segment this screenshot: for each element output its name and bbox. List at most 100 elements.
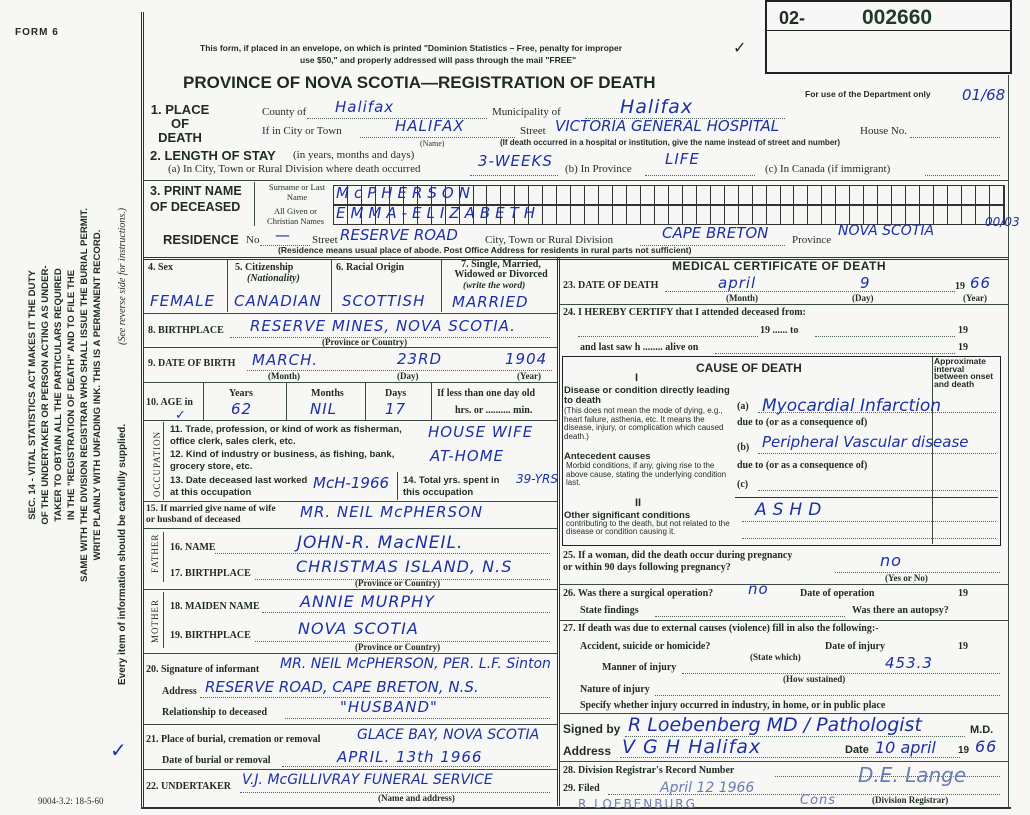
racial-origin-label: 6. Racial Origin <box>336 262 405 273</box>
mother-name-value: ANNIE MURPHY <box>300 592 435 611</box>
stay-city-label: (a) In City, Town or Rural Division wher… <box>168 163 421 175</box>
cause-b-label: (b) <box>737 442 750 453</box>
residence-province-value: NOVA SCOTIA <box>838 223 935 239</box>
autopsy-label: Was there an autopsy? <box>852 605 949 616</box>
burial-place-label: 21. Place of burial, cremation or remova… <box>146 734 321 745</box>
occupation-side-label: OCCUPATION <box>152 430 162 497</box>
age-days-label: Days <box>385 388 407 399</box>
due-to-label-1: due to (or as a consequence of) <box>737 417 868 428</box>
physician-name-stamp: R LOEBENBURG <box>578 797 697 811</box>
residence-code: 00/03 <box>985 215 1020 229</box>
surname-value[interactable]: McPHERSON <box>336 184 475 202</box>
less-than-day-label: If less than one day old <box>437 388 536 399</box>
burial-place-value: GLACE BAY, NOVA SCOTIA <box>357 727 540 743</box>
spouse-value: MR. NEIL McPHERSON <box>300 503 484 521</box>
dod-day: 9 <box>860 274 871 292</box>
injury-year: 19 <box>958 641 968 652</box>
informant-signature: MR. NEIL McPHERSON, PER. L.F. Sinton <box>280 656 551 672</box>
relationship-value: "HUSBAND" <box>340 698 438 716</box>
residence-city-value: CAPE BRETON <box>662 224 769 242</box>
state-which-note: (State which) <box>750 652 801 662</box>
age-months-value: NIL <box>310 400 338 418</box>
accident-label: Accident, suicide or homicide? <box>580 641 711 652</box>
due-to-label-2: due to (or as a consequence of) <box>737 460 868 471</box>
marital-status-value: MARRIED <box>452 293 529 311</box>
part-one-label: I <box>635 372 639 384</box>
cause-a-label: (a) <box>737 401 749 412</box>
residence-label: RESIDENCE <box>163 232 239 247</box>
medical-certificate-title: MEDICAL CERTIFICATE OF DEATH <box>672 259 886 273</box>
informant-address-value: RESERVE ROAD, CAPE BRETON, N.S. <box>205 678 479 696</box>
given-names-value[interactable]: EMMA-ELIZABETH <box>336 204 541 222</box>
manner-label: Manner of injury <box>602 662 677 673</box>
residence-street-value: RESERVE ROAD <box>340 226 458 244</box>
cause-b-value: Peripheral Vascular disease <box>762 433 969 451</box>
filed-date-value: April 12 1966 <box>660 780 755 796</box>
sex-value: FEMALE <box>150 292 216 310</box>
certify-to-year: 19 <box>958 325 968 336</box>
stay-province-label: (b) In Province <box>565 163 632 175</box>
dob-month: MARCH. <box>252 351 319 369</box>
q25-note: (Yes or No) <box>885 573 928 583</box>
marital-note: (write the word) <box>463 281 526 291</box>
dod-month-note: (Month) <box>726 293 758 303</box>
spouse-label: 15. If married give name of wife or husb… <box>146 504 276 525</box>
certify-label: 24. I HEREBY CERTIFY that I attended dec… <box>563 307 806 318</box>
disease-note: (This does not mean the mode of dying, e… <box>564 406 724 441</box>
cause-of-death-title: CAUSE OF DEATH <box>696 361 802 375</box>
age-years-label: Years <box>229 388 253 399</box>
q12-label: 12. Kind of industry or business, as fis… <box>170 449 395 472</box>
stay-note: (in years, months and days) <box>293 149 415 161</box>
mother-birthplace-label: 19. BIRTHPLACE <box>170 630 251 641</box>
findings-label: State findings <box>580 605 639 616</box>
stay-canada-label: (c) In Canada (if immigrant) <box>765 163 891 175</box>
residence-street-label: Street <box>312 234 338 246</box>
house-no-label: House No. <box>860 125 908 137</box>
print-name-label: 3. PRINT NAME OF DECEASED <box>150 184 242 214</box>
antecedent-label: Antecedent causes <box>564 451 651 462</box>
physician-signature: R Loebenberg MD / Pathologist <box>628 714 922 736</box>
undertaker-value: V.J. McGILLIVRAY FUNERAL SERVICE <box>242 772 493 788</box>
antecedent-note: Morbid conditions, if any, giving rise t… <box>566 461 727 487</box>
place-of-death-label: 1. PLACE OF DEATH <box>150 102 210 145</box>
father-birthplace-note: (Province or Country) <box>355 578 441 588</box>
registration-number-box: 02- 002660 <box>765 0 1012 74</box>
part-two-label: II <box>635 497 642 509</box>
operation-year: 19 <box>958 588 968 599</box>
residence-no-label: No <box>246 234 260 246</box>
md-label: M.D. <box>970 724 994 736</box>
citizenship-label: 5. Citizenship <box>235 262 294 273</box>
signature-year: 66 <box>975 737 998 756</box>
act-notice: SEC. 14 - VITAL STATISTICS ACT MAKES IT … <box>26 135 104 655</box>
q12-value: AT-HOME <box>430 447 505 465</box>
residence-no-value: — <box>275 226 291 244</box>
injury-date-label: Date of injury <box>825 641 885 652</box>
father-name-value: JOHN-R. MacNEIL. <box>297 533 464 553</box>
undertaker-note: (Name and address) <box>378 793 455 803</box>
citizenship-value: CANADIAN <box>234 292 322 310</box>
form-number: FORM 6 <box>15 27 59 38</box>
father-birthplace-value: CHRISTMAS ISLAND, N.S <box>296 557 513 576</box>
municipality-label: Municipality of <box>492 106 561 118</box>
cause-a-value: Myocardial Infarction <box>762 396 942 416</box>
county-label: County of <box>262 106 307 118</box>
residence-note: (Residence means usual place of abode. P… <box>278 245 692 255</box>
mother-birthplace-note: (Province or Country) <box>355 642 441 652</box>
signature-date-label: Date <box>845 744 869 756</box>
registration-prefix: 02- <box>779 8 806 28</box>
cause-of-death-box <box>562 356 1001 546</box>
department-note: For use of the Department only <box>805 89 931 99</box>
filed-label: 29. Filed <box>563 783 600 794</box>
registration-number: 002660 <box>862 6 933 29</box>
mother-side-label: MOTHER <box>150 599 160 643</box>
hospital-note: (If death occurred in a hospital or inst… <box>500 138 841 147</box>
interval-label: Approximate interval between onset and d… <box>934 356 994 389</box>
burial-date-label: Date of burial or removal <box>162 755 271 766</box>
city-label: If in City or Town <box>262 125 342 137</box>
length-of-stay-label: 2. LENGTH OF STAY <box>150 148 276 163</box>
age-months-label: Months <box>311 388 344 399</box>
residence-city-label: City, Town or Rural Division <box>485 234 614 246</box>
hrs-min-label: hrs. or .......... min. <box>455 405 533 416</box>
street-label: Street <box>520 125 546 137</box>
marital-status-label: 7. Single, Married, Widowed or Divorced <box>454 259 548 280</box>
